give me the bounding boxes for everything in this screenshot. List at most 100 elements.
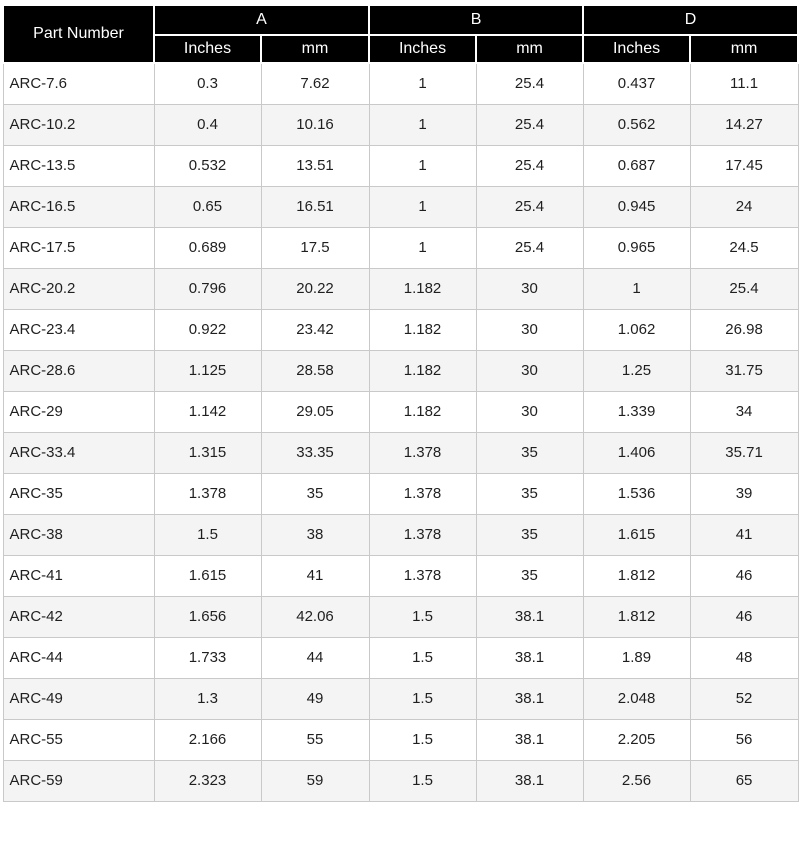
value-cell: 35 <box>475 554 584 597</box>
value-cell: 46 <box>689 595 799 638</box>
value-cell: 25.4 <box>689 267 799 310</box>
value-cell: 1.536 <box>582 472 691 515</box>
value-cell: 0.796 <box>153 267 262 310</box>
value-cell: 0.922 <box>153 308 262 351</box>
value-cell: 7.62 <box>260 62 370 105</box>
col-header-b-inches: Inches <box>368 34 478 64</box>
value-cell: 34 <box>689 390 799 433</box>
value-cell: 41 <box>260 554 370 597</box>
value-cell: 46 <box>689 554 799 597</box>
value-cell: 2.323 <box>153 759 262 802</box>
value-cell: 2.048 <box>582 677 691 720</box>
col-group-a: A <box>152 4 371 36</box>
value-cell: 1.182 <box>368 308 477 351</box>
table-row: ARC-55 2.166 55 1.5 38.1 2.205 56 <box>2 718 799 761</box>
col-header-a-inches: Inches <box>153 34 262 64</box>
value-cell: 0.65 <box>153 185 262 228</box>
col-header-d-inches: Inches <box>582 34 692 64</box>
value-cell: 38.1 <box>475 759 584 802</box>
value-cell: 17.5 <box>260 226 370 269</box>
col-header-b-mm: mm <box>475 34 585 64</box>
value-cell: 25.4 <box>475 103 584 146</box>
value-cell: 1.3 <box>153 677 262 720</box>
value-cell: 0.437 <box>582 62 691 105</box>
value-cell: 0.689 <box>153 226 262 269</box>
value-cell: 29.05 <box>260 390 370 433</box>
value-cell: 38.1 <box>475 595 584 638</box>
col-header-part-number: Part Number <box>2 4 155 64</box>
value-cell: 42.06 <box>260 595 370 638</box>
value-cell: 1.062 <box>582 308 691 351</box>
value-cell: 35 <box>260 472 370 515</box>
table-row: ARC-28.6 1.125 28.58 1.182 30 1.25 31.75 <box>2 349 799 392</box>
table-row: ARC-7.6 0.3 7.62 1 25.4 0.437 11.1 <box>2 62 799 105</box>
value-cell: 10.16 <box>260 103 370 146</box>
part-number-cell: ARC-41 <box>2 554 155 597</box>
value-cell: 13.51 <box>260 144 370 187</box>
value-cell: 65 <box>689 759 799 802</box>
value-cell: 52 <box>689 677 799 720</box>
value-cell: 1.615 <box>153 554 262 597</box>
value-cell: 1.142 <box>153 390 262 433</box>
value-cell: 0.3 <box>153 62 262 105</box>
value-cell: 39 <box>689 472 799 515</box>
value-cell: 1.378 <box>153 472 262 515</box>
value-cell: 0.687 <box>582 144 691 187</box>
value-cell: 35.71 <box>689 431 799 474</box>
value-cell: 31.75 <box>689 349 799 392</box>
value-cell: 35 <box>475 472 584 515</box>
value-cell: 1.5 <box>368 718 477 761</box>
value-cell: 0.562 <box>582 103 691 146</box>
part-number-cell: ARC-17.5 <box>2 226 155 269</box>
part-number-cell: ARC-7.6 <box>2 62 155 105</box>
value-cell: 44 <box>260 636 370 679</box>
value-cell: 14.27 <box>689 103 799 146</box>
value-cell: 2.205 <box>582 718 691 761</box>
value-cell: 1.812 <box>582 595 691 638</box>
value-cell: 25.4 <box>475 185 584 228</box>
parts-spec-table: Part Number A B D Inches mm Inches mm In… <box>2 4 800 802</box>
value-cell: 30 <box>475 267 584 310</box>
value-cell: 0.945 <box>582 185 691 228</box>
value-cell: 1.378 <box>368 513 477 556</box>
part-number-cell: ARC-49 <box>2 677 155 720</box>
value-cell: 2.56 <box>582 759 691 802</box>
value-cell: 1 <box>368 62 477 105</box>
value-cell: 1 <box>368 144 477 187</box>
value-cell: 1.733 <box>153 636 262 679</box>
part-number-cell: ARC-35 <box>2 472 155 515</box>
part-number-cell: ARC-55 <box>2 718 155 761</box>
part-number-cell: ARC-42 <box>2 595 155 638</box>
part-number-cell: ARC-29 <box>2 390 155 433</box>
value-cell: 26.98 <box>689 308 799 351</box>
value-cell: 1 <box>582 267 691 310</box>
value-cell: 38.1 <box>475 718 584 761</box>
value-cell: 1.378 <box>368 554 477 597</box>
part-number-cell: ARC-20.2 <box>2 267 155 310</box>
header-group-row: Part Number A B D <box>2 4 800 64</box>
col-group-b: B <box>368 4 585 36</box>
col-header-d-mm: mm <box>689 34 800 64</box>
value-cell: 1.5 <box>368 759 477 802</box>
value-cell: 24.5 <box>689 226 799 269</box>
table-row: ARC-20.2 0.796 20.22 1.182 30 1 25.4 <box>2 267 799 310</box>
part-number-cell: ARC-28.6 <box>2 349 155 392</box>
value-cell: 25.4 <box>475 62 584 105</box>
value-cell: 55 <box>260 718 370 761</box>
table-row: ARC-44 1.733 44 1.5 38.1 1.89 48 <box>2 636 799 679</box>
value-cell: 1.615 <box>582 513 691 556</box>
part-number-cell: ARC-44 <box>2 636 155 679</box>
value-cell: 41 <box>689 513 799 556</box>
part-number-cell: ARC-23.4 <box>2 308 155 351</box>
value-cell: 1.378 <box>368 431 477 474</box>
value-cell: 1.5 <box>368 677 477 720</box>
value-cell: 1.25 <box>582 349 691 392</box>
part-number-cell: ARC-10.2 <box>2 103 155 146</box>
value-cell: 49 <box>260 677 370 720</box>
value-cell: 1.406 <box>582 431 691 474</box>
table-row: ARC-17.5 0.689 17.5 1 25.4 0.965 24.5 <box>2 226 799 269</box>
value-cell: 24 <box>689 185 799 228</box>
value-cell: 38.1 <box>475 636 584 679</box>
table-row: ARC-35 1.378 35 1.378 35 1.536 39 <box>2 472 799 515</box>
value-cell: 23.42 <box>260 308 370 351</box>
